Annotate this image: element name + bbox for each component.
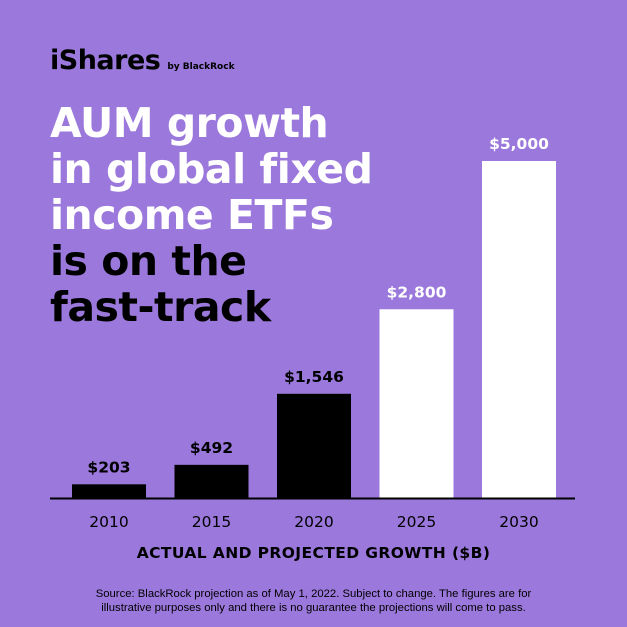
headline-line-4: is on the: [50, 237, 247, 285]
headline-line-1: AUM growth: [50, 99, 329, 147]
x-axis-title: ACTUAL AND PROJECTED GROWTH ($B): [136, 544, 491, 562]
source-note-line-2: illustrative purposes only and there is …: [101, 602, 526, 614]
bar-value-label-2015: $492: [190, 439, 233, 457]
brand-byline: by BlackRock: [167, 62, 235, 72]
brand-logo: iShares by BlackRock: [50, 45, 235, 76]
bar-2030: [482, 161, 556, 498]
source-note-line-1: Source: BlackRock projection as of May 1…: [95, 588, 532, 600]
bar-2015: [174, 464, 249, 498]
x-tick-label-2010: 2010: [89, 513, 128, 531]
bar-2020: [277, 393, 351, 498]
bar-value-label-2010: $203: [87, 458, 130, 476]
x-tick-label-2020: 2020: [294, 513, 333, 531]
headline: AUM growth in global fixed income ETFs i…: [50, 99, 373, 331]
bar-value-label-2020: $1,546: [284, 368, 344, 386]
x-tick-label-2030: 2030: [499, 513, 538, 531]
source-note: Source: BlackRock projection as of May 1…: [0, 587, 627, 615]
x-tick-label-2015: 2015: [192, 513, 231, 531]
headline-line-5: fast-track: [50, 283, 271, 331]
bar-value-label-2030: $5,000: [489, 135, 549, 153]
brand-name: iShares: [50, 45, 161, 76]
x-tick-label-2025: 2025: [397, 513, 436, 531]
headline-line-2: in global fixed: [50, 145, 373, 193]
headline-line-3: income ETFs: [50, 191, 334, 239]
bar-2010: [72, 484, 146, 498]
bar-value-label-2025: $2,800: [387, 283, 447, 301]
bar-2025: [379, 309, 454, 498]
